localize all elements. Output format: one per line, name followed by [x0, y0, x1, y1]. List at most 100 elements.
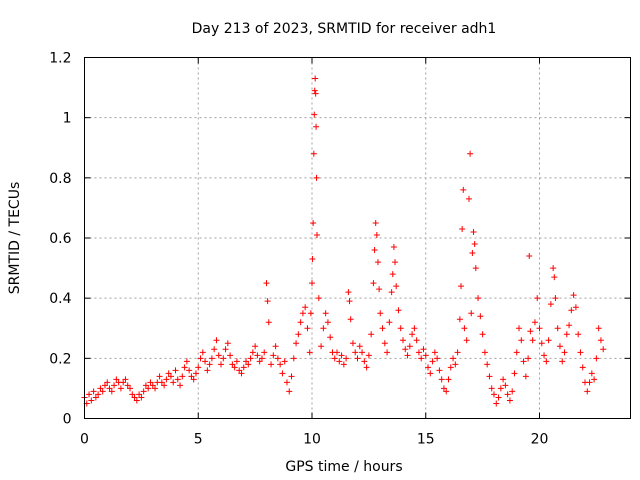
data-point — [272, 343, 279, 350]
plot-frame — [84, 57, 631, 419]
data-point — [152, 385, 159, 392]
data-point — [199, 349, 206, 356]
data-point — [315, 295, 322, 302]
data-point — [347, 316, 354, 323]
data-point — [129, 391, 136, 398]
data-point — [88, 397, 95, 404]
data-point — [224, 340, 231, 347]
data-point — [165, 370, 172, 377]
data-point — [307, 310, 314, 317]
data-point — [215, 352, 222, 359]
data-point — [595, 325, 602, 332]
data-point — [534, 295, 541, 302]
data-point — [106, 385, 113, 392]
data-point — [425, 364, 432, 371]
data-point — [418, 355, 425, 362]
data-point — [117, 385, 124, 392]
data-point — [379, 325, 386, 332]
data-point — [290, 355, 297, 362]
data-point — [142, 382, 149, 389]
data-point — [149, 382, 156, 389]
data-point — [170, 379, 177, 386]
data-point — [356, 343, 363, 350]
data-point — [538, 340, 545, 347]
data-point — [409, 331, 416, 338]
data-point — [297, 319, 304, 326]
x-tick-label: 15 — [417, 432, 435, 448]
data-point — [208, 355, 215, 362]
data-point — [376, 286, 383, 293]
x-tick-label: 20 — [531, 432, 549, 448]
data-point — [179, 373, 186, 380]
data-point — [265, 319, 272, 326]
data-point — [174, 376, 181, 383]
data-point — [277, 361, 284, 368]
data-point — [591, 376, 598, 383]
data-point — [172, 367, 179, 374]
data-point — [249, 349, 256, 356]
data-point — [458, 283, 465, 290]
data-point — [338, 352, 345, 359]
data-point — [541, 352, 548, 359]
data-point — [231, 364, 238, 371]
data-point — [495, 394, 502, 401]
data-point — [161, 382, 168, 389]
data-point — [263, 280, 270, 287]
data-point — [415, 349, 422, 356]
data-point — [568, 307, 575, 314]
data-point — [525, 355, 532, 362]
data-point — [547, 301, 554, 308]
y-axis-label: SRMTID / TECUs — [7, 182, 23, 295]
data-point — [322, 310, 329, 317]
data-point — [243, 358, 250, 365]
data-point — [345, 289, 352, 296]
data-point — [500, 376, 507, 383]
data-point — [518, 337, 525, 344]
data-point — [395, 307, 402, 314]
data-point — [527, 328, 534, 335]
data-point — [497, 385, 504, 392]
data-point — [502, 382, 509, 389]
data-point — [211, 346, 218, 353]
data-point — [477, 313, 484, 320]
data-point — [402, 346, 409, 353]
data-point — [252, 343, 259, 350]
data-point — [443, 388, 450, 395]
data-point — [460, 186, 467, 193]
data-point — [311, 111, 318, 118]
data-point — [363, 364, 370, 371]
data-point — [86, 391, 93, 398]
data-point — [377, 310, 384, 317]
data-point — [206, 361, 213, 368]
data-point — [236, 367, 243, 374]
data-point — [346, 298, 353, 305]
data-point — [156, 373, 163, 380]
data-point — [572, 304, 579, 311]
data-point — [258, 355, 265, 362]
data-point — [229, 361, 236, 368]
data-point — [551, 274, 558, 281]
data-point — [131, 394, 138, 401]
data-point — [92, 394, 99, 401]
chart-title: Day 213 of 2023, SRMTID for receiver adh… — [192, 21, 497, 37]
data-point — [469, 250, 476, 257]
x-tick-label: 5 — [194, 432, 203, 448]
data-point — [438, 376, 445, 383]
data-point — [422, 352, 429, 359]
data-point — [195, 364, 202, 371]
data-points — [81, 75, 607, 407]
data-point — [559, 358, 566, 365]
gridlines — [84, 57, 631, 419]
data-point — [550, 265, 557, 272]
data-point — [181, 364, 188, 371]
data-point — [470, 228, 477, 235]
data-point — [313, 123, 320, 130]
data-point — [463, 337, 470, 344]
data-point — [124, 382, 131, 389]
data-point — [99, 388, 106, 395]
data-point — [238, 370, 245, 377]
data-point — [491, 391, 497, 398]
x-tick-label: 0 — [80, 432, 89, 448]
data-point — [465, 195, 472, 202]
